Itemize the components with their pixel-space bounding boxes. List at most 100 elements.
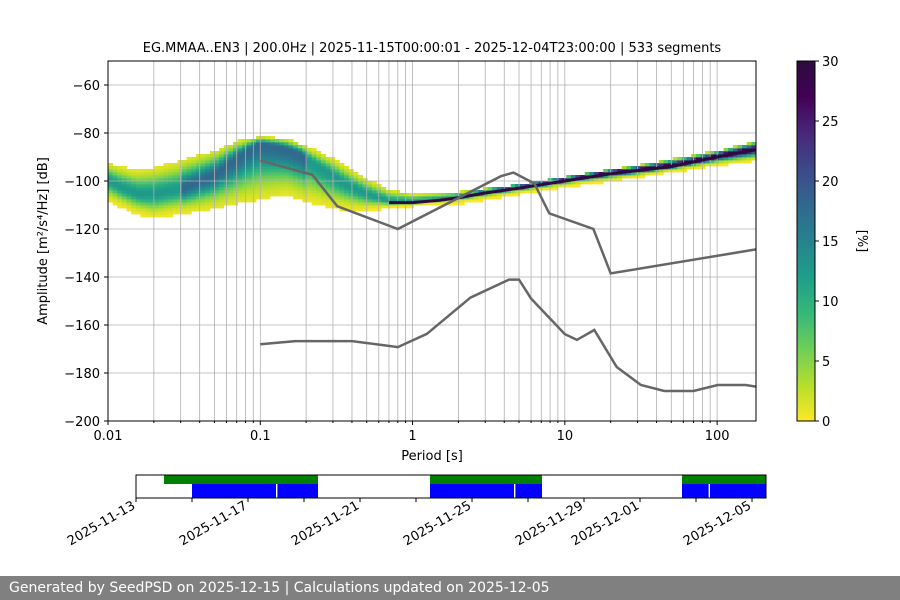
- heatmap-cell: [270, 184, 276, 188]
- heatmap-cell: [195, 166, 201, 170]
- heatmap-cell: [200, 166, 206, 170]
- heatmap-cell: [186, 172, 192, 176]
- heatmap-cell: [195, 184, 201, 188]
- heatmap-cell: [135, 202, 141, 206]
- heatmap-cell: [307, 181, 313, 185]
- heatmap-cell: [195, 163, 201, 167]
- heatmap-cell: [339, 181, 345, 185]
- heatmap-cell: [205, 169, 211, 173]
- heatmap-cell: [320, 169, 326, 173]
- heatmap-cell: [219, 175, 225, 179]
- heatmap-cell: [251, 166, 257, 170]
- heatmap-cell: [663, 163, 669, 167]
- heatmap-cell: [265, 145, 271, 149]
- heatmap-cell: [251, 196, 257, 200]
- heatmap-cell: [121, 202, 127, 206]
- heatmap-cell: [112, 202, 118, 206]
- heatmap-cell: [297, 163, 303, 167]
- heatmap-cell: [246, 142, 252, 146]
- heatmap-cell: [177, 211, 183, 215]
- heatmap-cell: [214, 175, 220, 179]
- heatmap-cell: [121, 178, 127, 182]
- heatmap-cell: [200, 175, 206, 179]
- heatmap-cell: [274, 184, 280, 188]
- heatmap-cell: [209, 181, 215, 185]
- heatmap-cell: [158, 196, 164, 200]
- y-tick-label: −140: [64, 271, 100, 286]
- heatmap-cell: [168, 199, 174, 203]
- heatmap-cell: [108, 193, 114, 197]
- heatmap-cell: [200, 202, 206, 206]
- heatmap-cell: [200, 193, 206, 197]
- heatmap-cell: [381, 193, 387, 197]
- heatmap-cell: [293, 157, 299, 161]
- heatmap-cell: [172, 178, 178, 182]
- heatmap-cell: [256, 142, 262, 146]
- heatmap-cell: [205, 154, 211, 158]
- heatmap-cell: [182, 175, 188, 179]
- heatmap-cell: [408, 205, 414, 209]
- heatmap-cell: [297, 151, 303, 155]
- heatmap-cell: [205, 205, 211, 209]
- heatmap-cell: [260, 190, 266, 194]
- heatmap-cell: [191, 157, 197, 161]
- heatmap-cell: [242, 172, 248, 176]
- heatmap-cell: [316, 202, 322, 206]
- heatmap-cell: [177, 199, 183, 203]
- heatmap-cell: [260, 184, 266, 188]
- heatmap-cell: [237, 187, 243, 191]
- heatmap-cell: [251, 193, 257, 197]
- heatmap-cell: [334, 178, 340, 182]
- heatmap-cell: [214, 187, 220, 191]
- heatmap-cell: [362, 190, 368, 194]
- heatmap-cell: [270, 148, 276, 152]
- heatmap-cell: [117, 202, 123, 206]
- heatmap-cell: [256, 154, 262, 158]
- heatmap-cell: [348, 178, 354, 182]
- heatmap-cell: [242, 175, 248, 179]
- heatmap-cell: [209, 178, 215, 182]
- heatmap-cell: [228, 178, 234, 182]
- heatmap-cell: [270, 193, 276, 197]
- heatmap-cell: [353, 193, 359, 197]
- heatmap-cell: [219, 196, 225, 200]
- heatmap-cell: [121, 199, 127, 203]
- colorbar-tick-label: 20: [822, 175, 839, 190]
- heatmap-cell: [316, 196, 322, 200]
- heatmap-cell: [177, 166, 183, 170]
- heatmap-cell: [121, 193, 127, 197]
- heatmap-cell: [677, 169, 683, 173]
- heatmap-cell: [302, 181, 308, 185]
- heatmap-cell: [228, 175, 234, 179]
- heatmap-cell: [158, 211, 164, 215]
- heatmap-cell: [200, 178, 206, 182]
- heatmap-cell: [436, 202, 442, 206]
- heatmap-cell: [242, 199, 248, 203]
- heatmap-cell: [348, 172, 354, 176]
- heatmap-cell: [617, 175, 623, 179]
- heatmap-cell: [506, 190, 512, 194]
- heatmap-cell: [158, 169, 164, 173]
- heatmap-cell: [172, 211, 178, 215]
- timeline-date-label: 2025-11-13: [65, 498, 138, 549]
- heatmap-cell: [140, 208, 146, 212]
- heatmap-cell: [357, 181, 363, 185]
- heatmap-cell: [644, 166, 650, 170]
- heatmap-cell: [158, 184, 164, 188]
- colorbar-tick-label: 10: [822, 295, 839, 310]
- timeline-date-label: 2025-12-05: [681, 498, 754, 549]
- heatmap-cell: [232, 181, 238, 185]
- heatmap-cell: [228, 154, 234, 158]
- heatmap-cell: [302, 151, 308, 155]
- heatmap-cell: [311, 154, 317, 158]
- heatmap-cell: [237, 151, 243, 155]
- heatmap-cell: [200, 208, 206, 212]
- heatmap-cell: [325, 175, 331, 179]
- heatmap-cell: [751, 151, 756, 155]
- heatmap-cell: [274, 142, 280, 146]
- heatmap-cell: [251, 172, 257, 176]
- heatmap-cell: [228, 190, 234, 194]
- heatmap-cell: [640, 163, 646, 167]
- heatmap-cell: [177, 202, 183, 206]
- heatmap-cell: [293, 148, 299, 152]
